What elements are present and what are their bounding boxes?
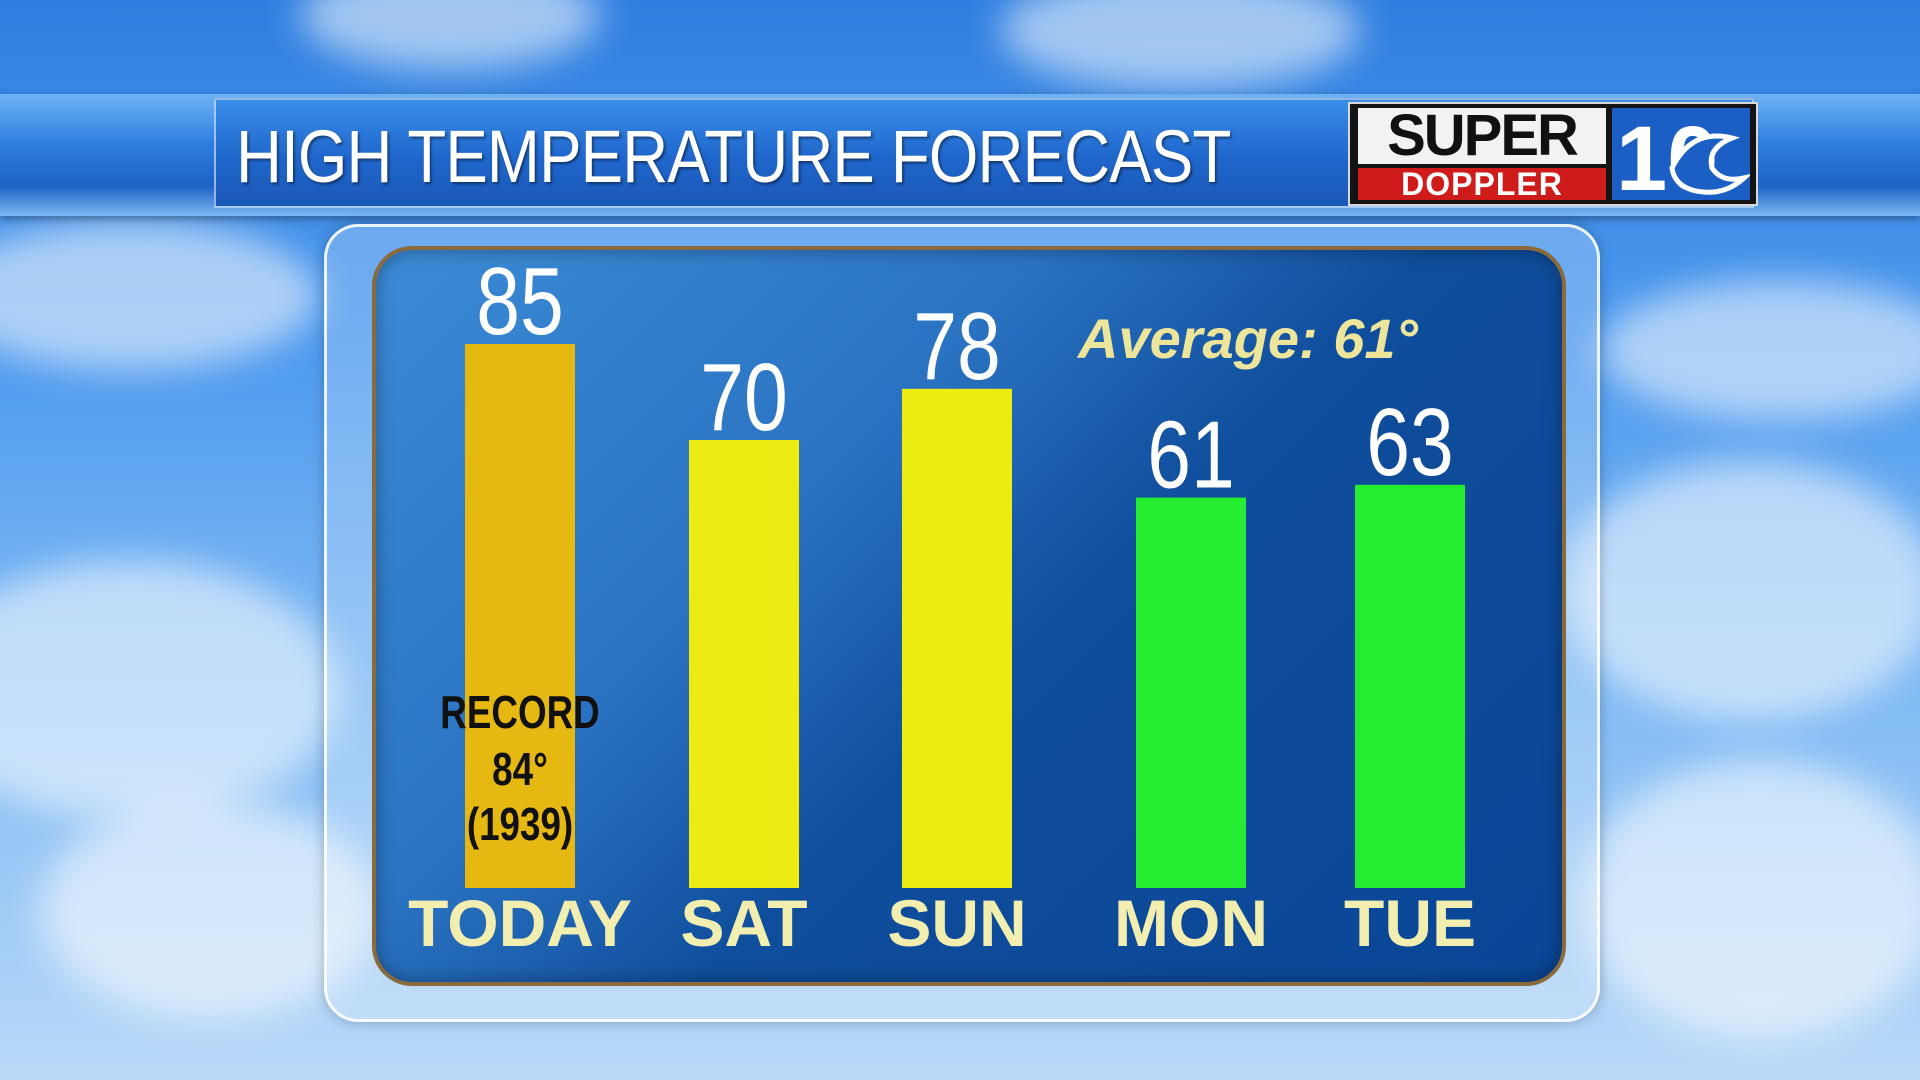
page-title: HIGH TEMPERATURE FORECAST <box>236 115 1231 198</box>
value-label-sat: 70 <box>700 344 788 451</box>
cloud <box>1580 760 1920 1040</box>
cloud <box>0 560 340 820</box>
value-label-mon: 61 <box>1147 401 1235 508</box>
bar-sat <box>689 440 799 888</box>
bar-sun <box>902 388 1012 888</box>
value-labels-group: 85 70 78 61 63 <box>476 248 1454 509</box>
average-label: Average: 61° <box>1076 307 1419 370</box>
value-label-tue: 63 <box>1366 388 1454 495</box>
value-label-sun: 78 <box>913 292 1001 399</box>
category-label-tue: TUE <box>1344 886 1476 960</box>
category-label-sat: SAT <box>680 886 807 960</box>
category-label-today: TODAY <box>408 886 632 960</box>
category-label-sun: SUN <box>887 886 1026 960</box>
bar-mon <box>1136 497 1246 888</box>
record-annotation-line: (1939) <box>467 798 573 850</box>
record-annotation-line: RECORD <box>440 686 599 738</box>
cloud <box>40 800 380 1020</box>
bar-today <box>465 344 575 888</box>
category-labels-group: TODAY SAT SUN MON TUE <box>408 886 1476 960</box>
bar-tue <box>1355 484 1465 888</box>
station-logo: SUPER DOPPLER 10 <box>1348 102 1758 206</box>
record-annotation-line: 84° <box>492 743 548 795</box>
logo-wave-icon: 10 <box>1612 108 1750 200</box>
logo-line1: SUPER <box>1358 107 1606 165</box>
cloud <box>0 220 320 370</box>
bars-group <box>465 344 1465 888</box>
logo-line2: DOPPLER <box>1358 168 1606 200</box>
cloud <box>1600 280 1920 420</box>
category-label-mon: MON <box>1114 886 1268 960</box>
value-label-today: 85 <box>476 248 564 355</box>
cloud <box>1560 460 1920 720</box>
